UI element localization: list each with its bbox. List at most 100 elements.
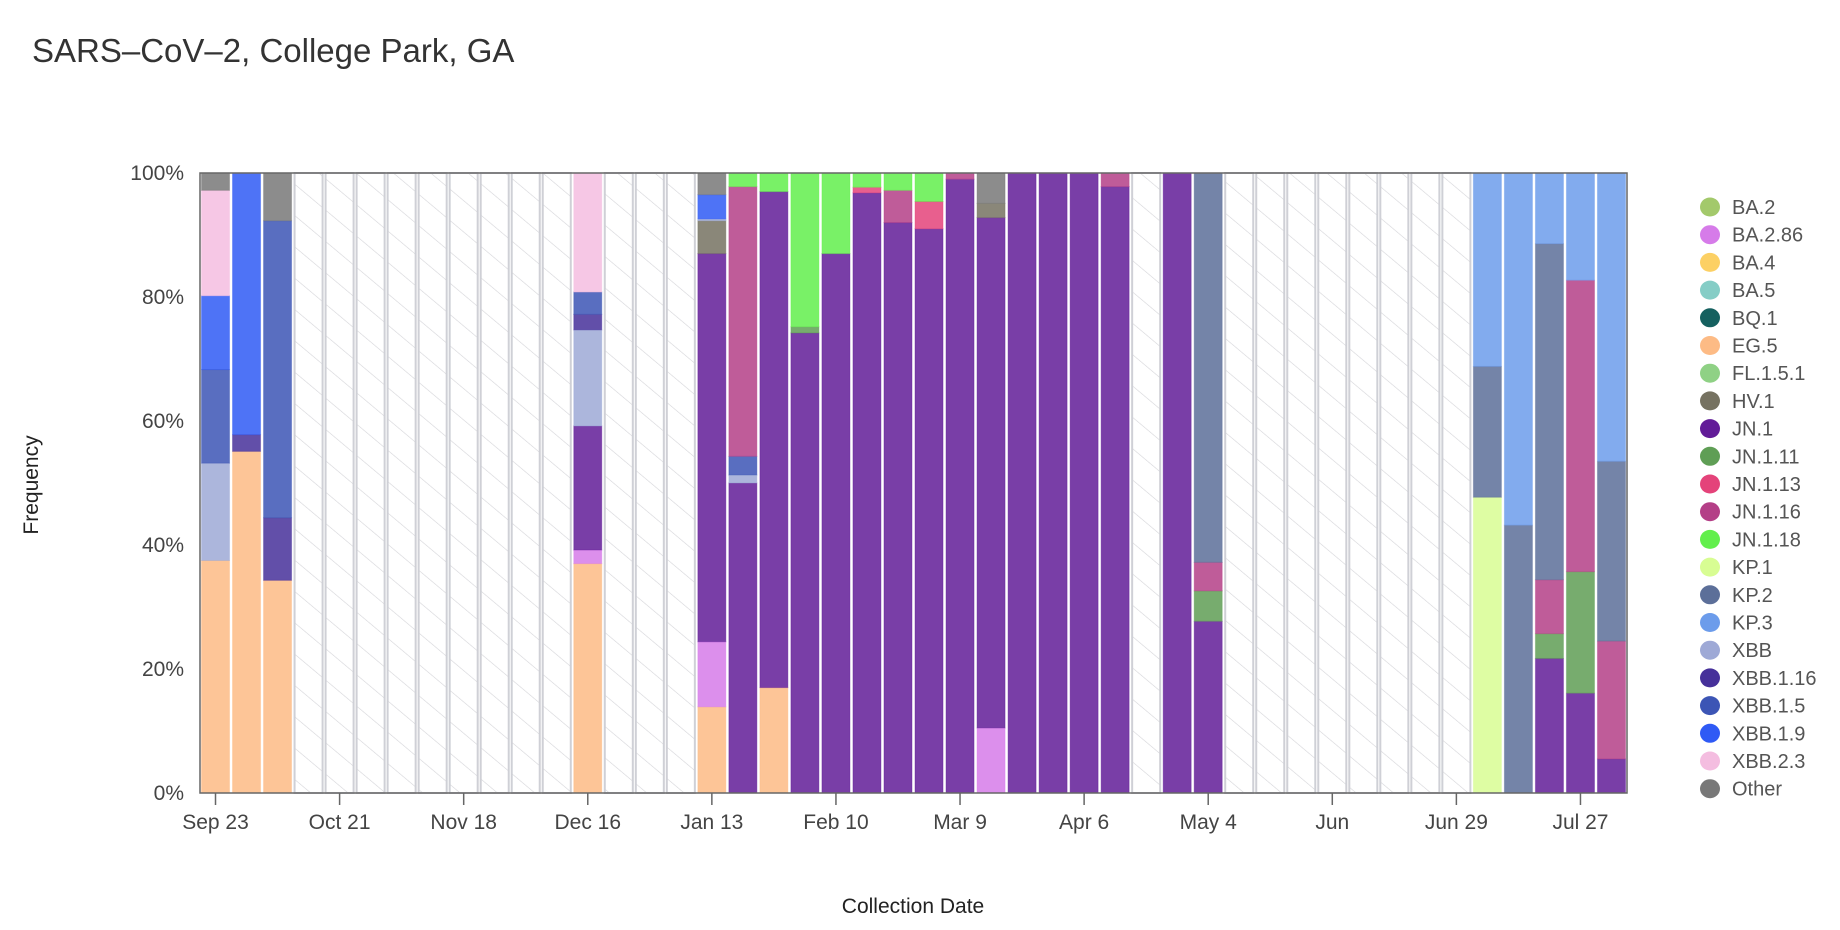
bar-segment-kp-3[interactable] xyxy=(1503,172,1533,526)
bar-segment-xbb-1-5[interactable] xyxy=(573,291,603,315)
bar-segment-other[interactable] xyxy=(976,172,1006,204)
bar-segment-jn-1-11[interactable] xyxy=(1193,590,1223,622)
bar-segment-ba-2-86[interactable] xyxy=(697,641,727,708)
bar-segment-jn-1[interactable] xyxy=(573,425,603,551)
bar-segment-jn-1[interactable] xyxy=(1534,657,1564,794)
bar-segment-jn-1-18[interactable] xyxy=(883,172,913,191)
bar-segment-ba-2-86[interactable] xyxy=(573,549,603,565)
bar-segment-jn-1[interactable] xyxy=(728,482,758,794)
bar-segment-jn-1-16[interactable] xyxy=(1534,579,1564,635)
bar-segment-jn-1[interactable] xyxy=(976,217,1006,729)
legend-item[interactable]: XBB.2.3 xyxy=(1700,751,1805,773)
bar-segment-jn-1-18[interactable] xyxy=(728,172,758,188)
bar-segment-xbb-2-3[interactable] xyxy=(201,189,231,297)
bar-segment-hv-1[interactable] xyxy=(697,220,727,255)
legend-item[interactable]: XBB xyxy=(1700,640,1772,662)
bar-segment-jn-1-18[interactable] xyxy=(852,172,882,188)
bar-segment-kp-2[interactable] xyxy=(1193,172,1223,563)
bar-segment-jn-1-11[interactable] xyxy=(1565,571,1595,694)
legend-item[interactable]: KP.1 xyxy=(1700,557,1773,579)
bar-segment-jn-1[interactable] xyxy=(1100,186,1130,794)
legend-item[interactable]: BQ.1 xyxy=(1700,308,1778,330)
bar-segment-eg-5[interactable] xyxy=(263,579,293,794)
bar-segment-jn-1-18[interactable] xyxy=(790,172,820,328)
bar-segment-xbb-1-9[interactable] xyxy=(201,295,231,371)
bar-segment-xbb-1-9[interactable] xyxy=(232,172,262,436)
bar-segment-kp-2[interactable] xyxy=(1472,365,1502,498)
bar-segment-jn-1-11[interactable] xyxy=(790,326,820,334)
bar-segment-xbb[interactable] xyxy=(728,474,758,484)
bar-segment-jn-1[interactable] xyxy=(1596,758,1627,794)
bar-segment-jn-1-16[interactable] xyxy=(1565,279,1595,573)
bar-segment-jn-1-11[interactable] xyxy=(1534,633,1564,659)
bar-segment-jn-1[interactable] xyxy=(1162,172,1192,794)
legend-item[interactable]: FL.1.5.1 xyxy=(1700,363,1805,385)
legend-item[interactable]: BA.4 xyxy=(1700,252,1775,274)
bar-segment-jn-1[interactable] xyxy=(945,178,975,794)
bar-segment-jn-1-16[interactable] xyxy=(1193,561,1223,592)
bar-segment-jn-1-18[interactable] xyxy=(759,172,789,193)
legend-item[interactable]: JN.1.11 xyxy=(1700,446,1799,468)
bar-segment-kp-3[interactable] xyxy=(1472,172,1502,367)
bar-segment-eg-5[interactable] xyxy=(759,687,789,794)
bar-segment-jn-1-13[interactable] xyxy=(852,186,882,194)
bar-segment-xbb-1-5[interactable] xyxy=(728,455,758,476)
bar-segment-eg-5[interactable] xyxy=(573,563,603,794)
bar-segment-kp-2[interactable] xyxy=(1534,243,1564,581)
bar-segment-hv-1[interactable] xyxy=(976,202,1006,219)
bar-segment-jn-1[interactable] xyxy=(1038,172,1068,794)
bar-segment-ba-2-86[interactable] xyxy=(976,727,1006,794)
bar-segment-jn-1[interactable] xyxy=(1007,172,1037,794)
legend-item[interactable]: JN.1.13 xyxy=(1700,474,1801,496)
bar-segment-jn-1-16[interactable] xyxy=(728,186,758,457)
legend-item[interactable]: EG.5 xyxy=(1700,336,1778,358)
bar-segment-kp-2[interactable] xyxy=(1503,524,1533,794)
bar-segment-jn-1[interactable] xyxy=(821,253,851,794)
bar-segment-eg-5[interactable] xyxy=(232,450,262,794)
bar-segment-xbb-1-9[interactable] xyxy=(697,194,727,220)
bar-segment-jn-1-16[interactable] xyxy=(945,172,975,180)
bar-segment-kp-1[interactable] xyxy=(1472,496,1502,794)
legend-item[interactable]: JN.1 xyxy=(1700,419,1773,441)
legend-item[interactable]: HV.1 xyxy=(1700,391,1775,413)
bar-segment-xbb-2-3[interactable] xyxy=(573,172,603,293)
legend-item[interactable]: XBB.1.9 xyxy=(1700,723,1805,745)
legend-item[interactable]: XBB.1.16 xyxy=(1700,668,1817,690)
legend-item[interactable]: KP.2 xyxy=(1700,585,1773,607)
legend-item[interactable]: Other xyxy=(1700,779,1782,801)
bar-segment-xbb-1-16[interactable] xyxy=(573,313,603,331)
bar-segment-eg-5[interactable] xyxy=(201,560,231,794)
bar-segment-jn-1-16[interactable] xyxy=(1100,172,1130,188)
bar-segment-eg-5[interactable] xyxy=(697,706,727,794)
bar-segment-xbb-1-5[interactable] xyxy=(201,369,231,464)
bar-segment-jn-1-18[interactable] xyxy=(821,172,851,255)
bar-segment-jn-1[interactable] xyxy=(852,192,882,794)
bar-segment-jn-1[interactable] xyxy=(914,228,944,794)
bar-segment-jn-1-18[interactable] xyxy=(914,172,944,203)
bar-segment-other[interactable] xyxy=(697,172,727,196)
bar-segment-jn-1[interactable] xyxy=(1193,620,1223,794)
bar-segment-xbb-1-16[interactable] xyxy=(263,517,293,581)
bar-segment-jn-1[interactable] xyxy=(1565,692,1595,794)
bar-segment-xbb[interactable] xyxy=(573,329,603,427)
bar-segment-xbb-1-16[interactable] xyxy=(232,434,262,452)
legend-item[interactable]: BA.5 xyxy=(1700,280,1775,302)
bar-segment-jn-1-16[interactable] xyxy=(1596,640,1627,760)
bar-segment-kp-3[interactable] xyxy=(1534,172,1564,245)
bar-segment-jn-1[interactable] xyxy=(883,222,913,794)
legend-item[interactable]: BA.2.86 xyxy=(1700,225,1803,247)
bar-segment-kp-3[interactable] xyxy=(1565,172,1595,281)
bar-segment-jn-1-16[interactable] xyxy=(883,189,913,224)
bar-segment-jn-1[interactable] xyxy=(790,332,820,794)
bar-segment-jn-1[interactable] xyxy=(697,253,727,643)
bar-segment-other[interactable] xyxy=(263,172,293,222)
bar-segment-jn-1[interactable] xyxy=(1069,172,1099,794)
bar-segment-kp-3[interactable] xyxy=(1596,172,1627,462)
bar-segment-jn-1-13[interactable] xyxy=(914,201,944,230)
legend-item[interactable]: JN.1.18 xyxy=(1700,529,1801,551)
bar-segment-kp-2[interactable] xyxy=(1596,460,1627,642)
legend-item[interactable]: KP.3 xyxy=(1700,613,1773,635)
legend-item[interactable]: XBB.1.5 xyxy=(1700,696,1805,718)
legend-item[interactable]: JN.1.16 xyxy=(1700,502,1801,524)
bar-segment-other[interactable] xyxy=(201,172,231,191)
